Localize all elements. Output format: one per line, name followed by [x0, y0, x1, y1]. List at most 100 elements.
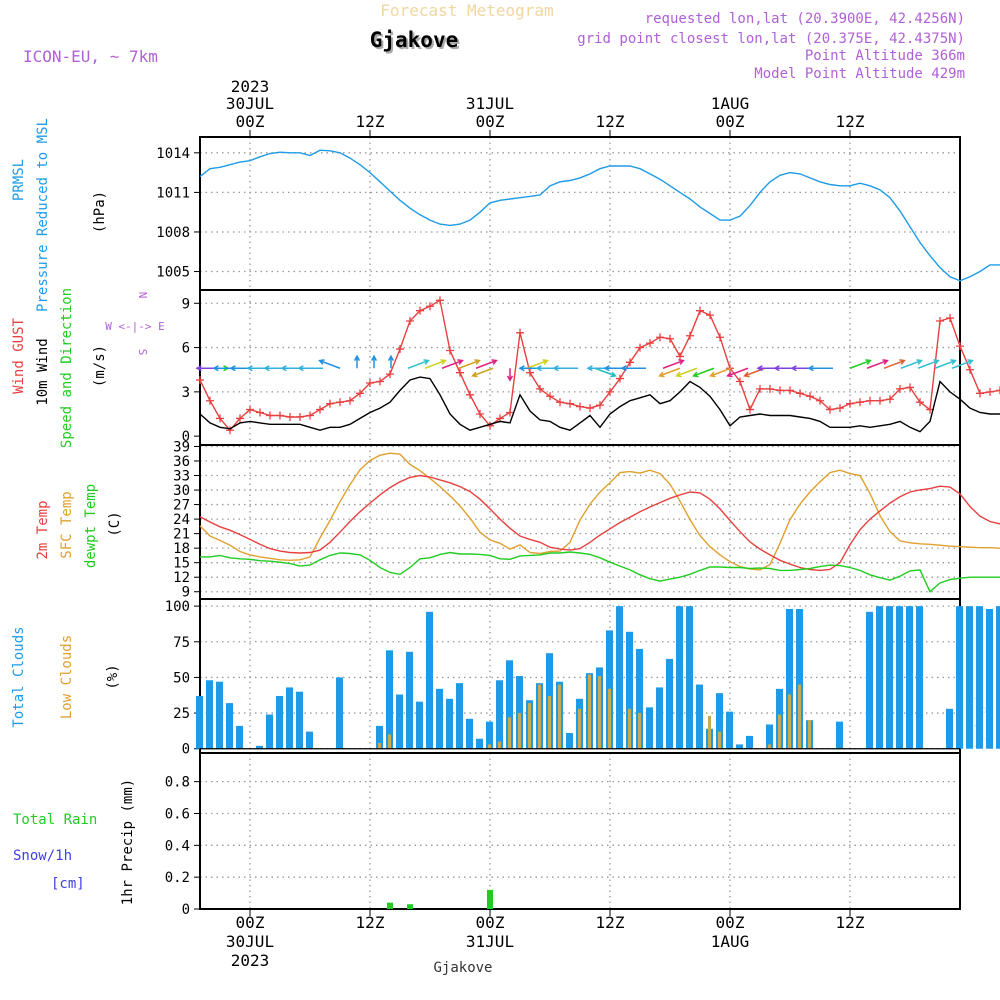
gust-point	[546, 392, 554, 401]
low-cloud-bar	[788, 694, 791, 749]
temp-ytick-label: 12	[173, 570, 190, 586]
gust-point	[266, 411, 274, 420]
gust-point	[516, 328, 524, 337]
top-axis-label: 30JUL	[226, 94, 274, 113]
precip-ytick-label: 0.8	[165, 775, 190, 791]
total-cloud-bar	[416, 701, 423, 749]
low-cloud-bar	[518, 713, 521, 749]
total-cloud-bar	[916, 606, 923, 749]
wind-arrow	[743, 367, 766, 378]
gust-point	[916, 398, 924, 407]
wind-ytick-label: 9	[182, 296, 190, 312]
total-cloud-bar	[396, 694, 403, 749]
top-axis-label: 31JUL	[466, 94, 514, 113]
total-cloud-bar	[406, 651, 413, 749]
wind-arrow	[297, 365, 323, 372]
gust-point	[966, 365, 974, 374]
wind-arrow	[675, 367, 698, 378]
gust-point	[606, 387, 614, 396]
pressure-frame	[199, 136, 961, 291]
total-cloud-bar	[466, 718, 473, 749]
low-cloud-bar	[388, 734, 391, 749]
bottom-axis-label: 00Z	[476, 913, 505, 932]
total-cloud-bar	[646, 707, 653, 749]
pressure-ytick-label: 1008	[156, 225, 190, 241]
wind-arrow	[692, 367, 715, 378]
wind-arrow	[709, 367, 732, 378]
wind-unit: (m/s)	[92, 345, 108, 387]
top-axis-label: 1AUG	[711, 94, 750, 113]
gust-point	[566, 399, 574, 408]
total-cloud-bar	[226, 703, 233, 749]
top-axis-label: 2023	[231, 77, 270, 96]
snow-label: Snow/1h	[13, 848, 72, 864]
gust-point	[276, 411, 284, 420]
wind-arrow	[917, 359, 940, 369]
gust-point	[216, 414, 224, 423]
gust-point	[506, 408, 514, 417]
total-cloud-bar	[946, 708, 953, 749]
total-cloud-bar	[636, 648, 643, 749]
temp-frame	[199, 444, 961, 600]
wind-direction-arrows	[195, 354, 974, 382]
wind-arrow	[552, 365, 578, 372]
pressure-ytick-label: 1005	[156, 265, 190, 281]
prmsl-label: PRMSL	[11, 159, 27, 201]
low-cloud-bar	[608, 688, 611, 749]
gust-point	[946, 314, 954, 323]
wind-arrow	[526, 359, 549, 369]
total-cloud-bar	[686, 606, 693, 749]
temp-ytick-label: 27	[173, 498, 190, 514]
bottom-axis-label: 12Z	[596, 913, 625, 932]
gust-point	[706, 311, 714, 320]
gust-point	[576, 402, 584, 411]
footer-location: Gjakove	[433, 960, 492, 976]
top-axis-label: 00Z	[236, 112, 265, 131]
total-cloud-bar	[486, 721, 493, 749]
gust-point	[306, 411, 314, 420]
pressure-ytick-label: 1014	[156, 146, 190, 162]
gust-point	[646, 339, 654, 348]
gust-point	[766, 384, 774, 393]
low-cloud-bar	[808, 720, 811, 749]
total-cloud-bar	[516, 676, 523, 749]
gust-point	[956, 342, 964, 351]
compass-s: S	[136, 349, 149, 356]
total-cloud-bar	[676, 606, 683, 749]
total-cloud-bar	[666, 658, 673, 749]
low-cloud-bar	[558, 684, 561, 749]
cloud-ytick-label: 50	[173, 670, 190, 686]
rain-bar	[407, 904, 413, 909]
total-cloud-label: Total Clouds	[11, 626, 27, 727]
total-cloud-bar	[266, 714, 273, 749]
low-cloud-bar	[798, 684, 801, 749]
total-cloud-bar	[236, 725, 243, 749]
pressure-msl-label: Pressure Reduced to MSL	[35, 118, 51, 312]
total-cloud-bar	[336, 677, 343, 749]
gust-point	[746, 405, 754, 414]
wind-arrow	[370, 354, 378, 369]
precip-frame	[199, 752, 961, 910]
precip-ytick-label: 0	[182, 902, 190, 918]
gust-point	[796, 389, 804, 398]
gust-point	[356, 389, 364, 398]
total-cloud-bar	[746, 735, 753, 749]
t2m-line	[199, 474, 1000, 572]
wind-arrow	[866, 359, 889, 369]
cloud-ytick-label: 100	[165, 599, 190, 615]
total-cloud-bar	[796, 608, 803, 749]
gust-point	[256, 408, 264, 417]
total-cloud-bar	[866, 611, 873, 749]
gust-point	[536, 384, 544, 393]
precip-ytick-label: 0.4	[165, 838, 190, 854]
gust-point	[406, 317, 414, 325]
total-cloud-bar	[786, 608, 793, 749]
pressure-unit: (hPa)	[92, 191, 108, 233]
compass-n: N	[136, 292, 149, 299]
low-cloud-bar	[628, 708, 631, 749]
cloud-ytick-label: 0	[182, 742, 190, 758]
bottom-axis-label: 00Z	[716, 913, 745, 932]
gust-point	[826, 405, 834, 414]
wind-arrow	[424, 359, 447, 369]
